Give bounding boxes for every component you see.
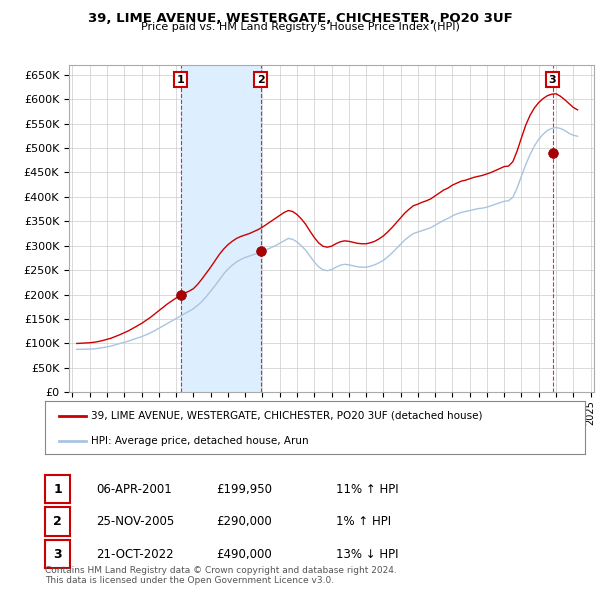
Text: HPI: Average price, detached house, Arun: HPI: Average price, detached house, Arun xyxy=(91,436,308,446)
Text: 39, LIME AVENUE, WESTERGATE, CHICHESTER, PO20 3UF (detached house): 39, LIME AVENUE, WESTERGATE, CHICHESTER,… xyxy=(91,411,482,421)
Bar xyxy=(181,65,260,392)
Text: 1: 1 xyxy=(53,483,62,496)
Text: 13% ↓ HPI: 13% ↓ HPI xyxy=(336,548,398,560)
Text: £490,000: £490,000 xyxy=(216,548,272,560)
Text: Price paid vs. HM Land Registry's House Price Index (HPI): Price paid vs. HM Land Registry's House … xyxy=(140,22,460,32)
Text: 11% ↑ HPI: 11% ↑ HPI xyxy=(336,483,398,496)
Text: £290,000: £290,000 xyxy=(216,515,272,528)
Text: 2: 2 xyxy=(257,74,265,84)
Text: 3: 3 xyxy=(549,74,556,84)
Text: 39, LIME AVENUE, WESTERGATE, CHICHESTER, PO20 3UF: 39, LIME AVENUE, WESTERGATE, CHICHESTER,… xyxy=(88,12,512,25)
Text: Contains HM Land Registry data © Crown copyright and database right 2024.
This d: Contains HM Land Registry data © Crown c… xyxy=(45,566,397,585)
Text: 2: 2 xyxy=(53,515,62,528)
Text: 06-APR-2001: 06-APR-2001 xyxy=(96,483,172,496)
Text: 3: 3 xyxy=(53,548,62,560)
Text: £199,950: £199,950 xyxy=(216,483,272,496)
Text: 25-NOV-2005: 25-NOV-2005 xyxy=(96,515,174,528)
Text: 1% ↑ HPI: 1% ↑ HPI xyxy=(336,515,391,528)
Text: 21-OCT-2022: 21-OCT-2022 xyxy=(96,548,173,560)
Text: 1: 1 xyxy=(177,74,185,84)
